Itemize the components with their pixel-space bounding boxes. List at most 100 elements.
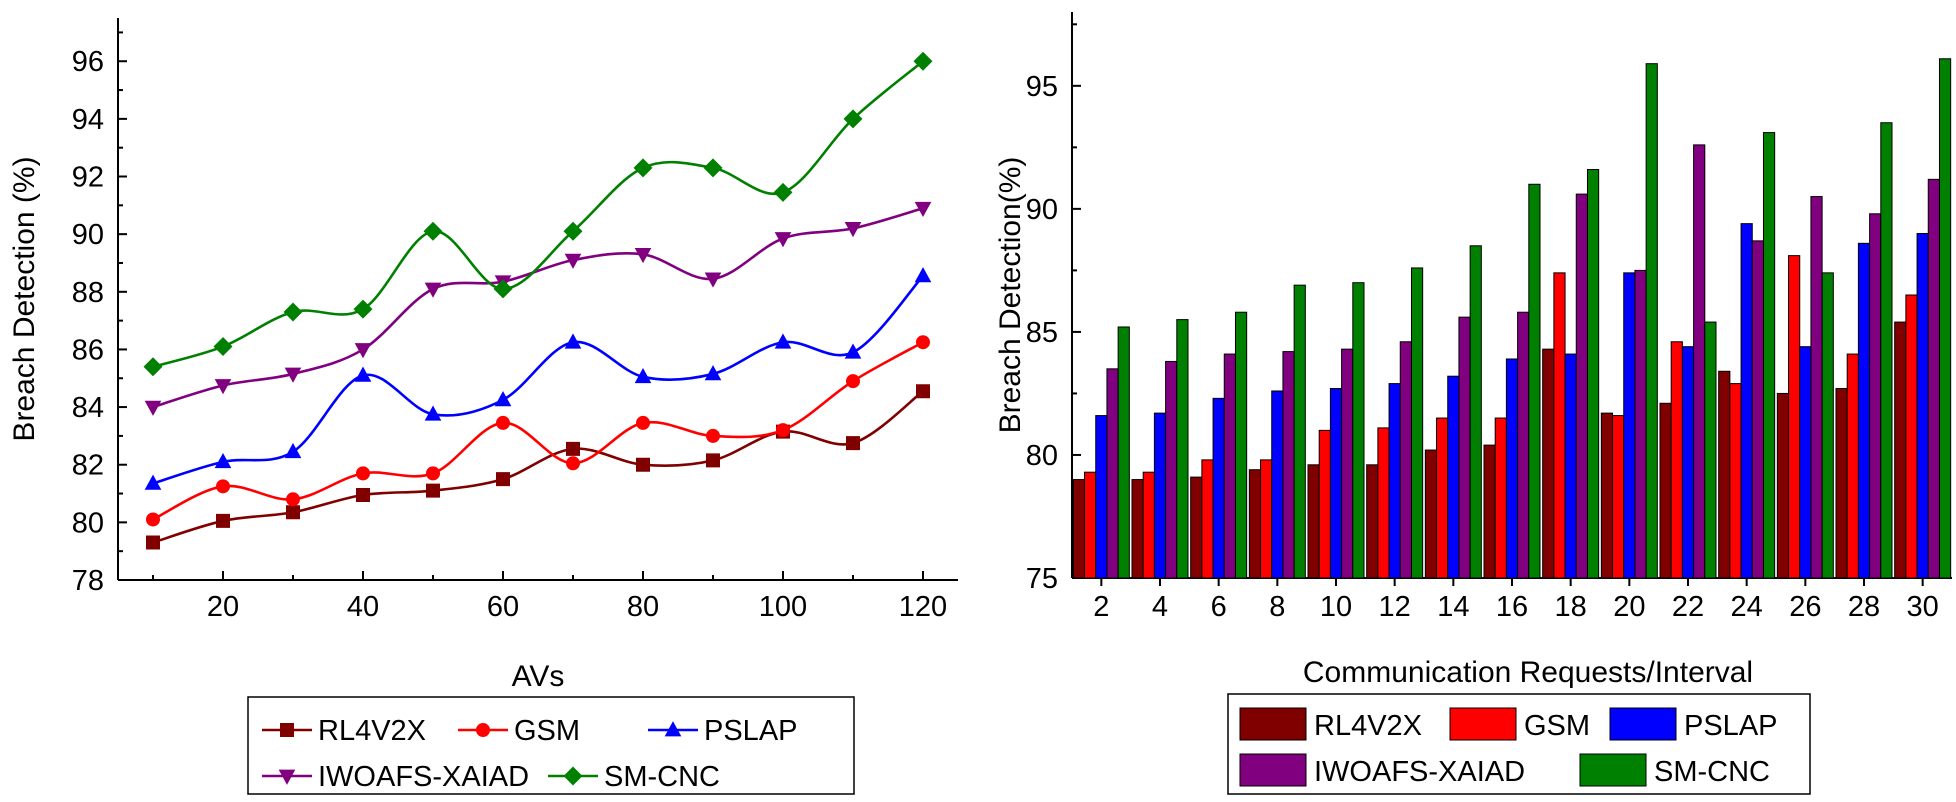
x-tick-label: 24 xyxy=(1731,591,1763,623)
series-iwoafs-xaiad xyxy=(144,201,932,416)
series-line-iwoafs-xaiad xyxy=(152,206,924,409)
bar-sm-cnc-2 xyxy=(1117,326,1130,579)
bar-iwoafs-xaiad-4 xyxy=(1165,360,1178,579)
legend-swatch-pslap xyxy=(1609,707,1677,741)
bar-pslap-12 xyxy=(1388,383,1401,579)
data-point-iwoafs-xaiad xyxy=(424,282,442,298)
data-point-pslap xyxy=(494,391,512,407)
bar-pslap-16 xyxy=(1505,358,1519,579)
bar-iwoafs-xaiad-22 xyxy=(1693,144,1706,579)
data-point-gsm xyxy=(356,466,370,481)
bar-sm-cnc-16 xyxy=(1528,183,1541,579)
y-tick-label: 96 xyxy=(72,46,104,78)
x-tick-label: 40 xyxy=(347,591,379,623)
data-point-iwoafs-xaiad xyxy=(774,232,792,248)
x-tick-label: 8 xyxy=(1269,591,1285,623)
data-point-sm-cnc xyxy=(913,51,933,71)
bar-iwoafs-xaiad-6 xyxy=(1223,353,1236,579)
bar-rl4v2x-10 xyxy=(1307,464,1320,579)
series-sm-cnc xyxy=(143,51,933,377)
legend-marker-sm-cnc xyxy=(563,766,583,786)
data-point-pslap xyxy=(284,442,302,459)
bar-iwoafs-xaiad-26 xyxy=(1810,196,1823,579)
bar-rl4v2x-16 xyxy=(1483,444,1496,579)
bar-gsm-10 xyxy=(1318,429,1331,579)
data-point-iwoafs-xaiad xyxy=(354,343,372,359)
legend-swatch-rl4v2x xyxy=(1239,707,1307,741)
y-axis-label: Breach Detection (%) xyxy=(8,156,41,441)
x-tick-label: 16 xyxy=(1496,591,1528,623)
data-point-sm-cnc xyxy=(283,302,303,322)
data-point-rl4v2x xyxy=(216,513,230,528)
bar-sm-cnc-14 xyxy=(1469,245,1482,579)
y-tick-label: 85 xyxy=(1026,317,1058,349)
bar-pslap-6 xyxy=(1212,397,1225,579)
legend-box xyxy=(247,696,855,795)
data-point-rl4v2x xyxy=(146,535,160,550)
bar-sm-cnc-20 xyxy=(1645,63,1658,579)
data-point-pslap xyxy=(354,366,372,382)
bar-gsm-16 xyxy=(1494,417,1507,579)
bar-rl4v2x-22 xyxy=(1659,402,1672,579)
legend-marker-gsm xyxy=(476,723,490,737)
data-point-iwoafs-xaiad xyxy=(844,222,862,238)
data-point-gsm xyxy=(496,415,510,430)
y-tick-label: 90 xyxy=(72,219,104,251)
bar-gsm-24 xyxy=(1729,383,1742,579)
data-point-pslap xyxy=(914,267,932,283)
bar-sm-cnc-26 xyxy=(1821,272,1834,579)
bar-rl4v2x-4 xyxy=(1131,479,1144,579)
y-tick-label: 95 xyxy=(1026,71,1058,103)
bar-sm-cnc-30 xyxy=(1938,58,1952,579)
legend-label-rl4v2x: RL4V2X xyxy=(1314,710,1422,742)
bar-gsm-12 xyxy=(1377,427,1390,579)
data-point-pslap xyxy=(144,474,162,490)
legend: RL4V2X GSM PSLAP IWOAFS-XAIAD SM-CNC xyxy=(1227,693,1811,795)
data-point-rl4v2x xyxy=(356,487,370,502)
x-tick-label: 20 xyxy=(207,591,239,623)
data-point-gsm xyxy=(286,492,300,507)
legend-label-pslap: PSLAP xyxy=(1684,710,1778,742)
y-tick-label: 80 xyxy=(1026,440,1058,472)
y-tick-label: 78 xyxy=(72,565,104,597)
data-point-pslap xyxy=(214,452,232,469)
data-point-gsm xyxy=(846,374,860,389)
bar-sm-cnc-18 xyxy=(1586,168,1600,579)
legend-label-rl4v2x: RL4V2X xyxy=(318,715,426,747)
x-tick-label: 2 xyxy=(1093,591,1109,623)
bar-gsm-4 xyxy=(1142,471,1155,579)
bar-pslap-20 xyxy=(1623,272,1636,579)
bar-sm-cnc-24 xyxy=(1762,132,1776,579)
data-point-rl4v2x xyxy=(636,457,650,472)
bar-pslap-10 xyxy=(1329,388,1343,579)
bar-rl4v2x-18 xyxy=(1542,348,1555,579)
series-rl4v2x xyxy=(146,384,930,550)
data-point-gsm xyxy=(566,456,580,471)
legend-label-sm-cnc: SM-CNC xyxy=(604,761,720,793)
data-point-gsm xyxy=(426,466,440,481)
x-tick-label: 20 xyxy=(1613,591,1645,623)
bar-rl4v2x-8 xyxy=(1248,469,1262,579)
bar-rl4v2x-26 xyxy=(1776,392,1790,579)
data-point-gsm xyxy=(146,512,160,527)
bar-sm-cnc-22 xyxy=(1704,321,1717,579)
legend-marker-rl4v2x xyxy=(280,723,294,737)
data-point-pslap xyxy=(704,365,722,381)
bar-sm-cnc-12 xyxy=(1410,267,1424,579)
x-tick-label: 12 xyxy=(1379,591,1411,623)
bar-gsm-26 xyxy=(1788,255,1801,579)
legend-marker-iwoafs-xaiad xyxy=(278,769,296,785)
bar-pslap-14 xyxy=(1447,375,1460,579)
legend-swatch-iwoafs-xaiad xyxy=(1239,753,1307,787)
x-axis-label: AVs xyxy=(512,660,565,693)
data-point-sm-cnc xyxy=(493,279,513,299)
data-point-rl4v2x xyxy=(426,483,440,498)
data-point-pslap xyxy=(774,333,792,349)
bar-iwoafs-xaiad-14 xyxy=(1458,316,1471,579)
bar-sm-cnc-8 xyxy=(1293,284,1306,579)
bar-pslap-24 xyxy=(1740,223,1753,579)
bar-gsm-8 xyxy=(1260,459,1273,579)
bar-gsm-6 xyxy=(1201,459,1214,579)
bar-iwoafs-xaiad-10 xyxy=(1341,348,1354,579)
data-point-iwoafs-xaiad xyxy=(704,272,722,288)
